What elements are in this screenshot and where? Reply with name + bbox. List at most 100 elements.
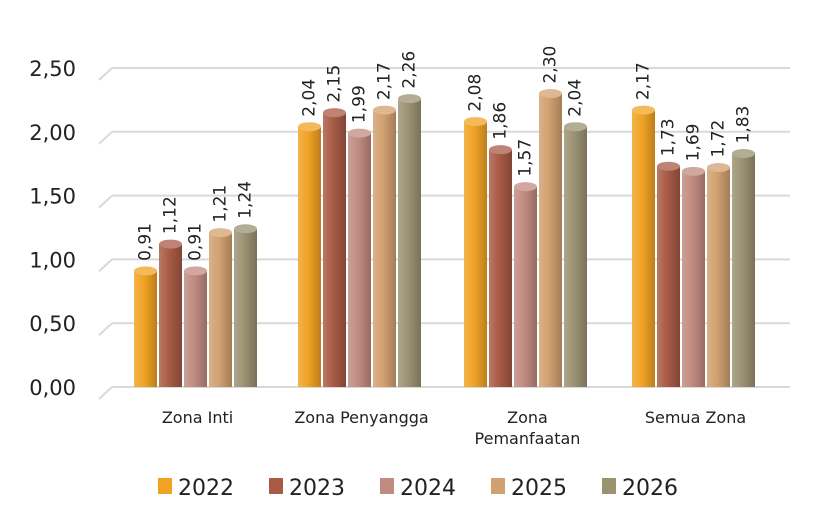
bar-body: [489, 149, 512, 387]
bar-top: [489, 145, 512, 155]
bar-2024: [348, 128, 371, 387]
bar-2026: [234, 224, 257, 387]
bar-2026: [564, 122, 587, 388]
bar-top: [134, 266, 157, 276]
bar-body: [682, 171, 705, 387]
gridline-depth: [98, 258, 113, 273]
bar-body: [159, 244, 182, 387]
bar-top: [632, 105, 655, 115]
bar-top: [732, 148, 755, 158]
bar-2022: [134, 266, 157, 387]
y-axis: 0,00 0,50 1,00 1,50 2,00 2,50: [29, 57, 76, 400]
legend-item-2025: 2025: [491, 476, 567, 501]
bar-body: [373, 110, 396, 387]
category-label: Zona: [507, 408, 548, 427]
legend-swatch: [602, 478, 616, 494]
x-axis: Zona Inti Zona Penyangga Zona Pemanfaatan Se…: [162, 408, 746, 448]
data-label: 2,26: [400, 51, 420, 89]
data-label: 2,04: [300, 79, 320, 117]
bar-2023: [159, 239, 182, 387]
legend-item-2024: 2024: [380, 476, 456, 501]
gridline-depth: [98, 322, 113, 336]
bar-top: [348, 128, 371, 138]
data-label: 1,99: [350, 85, 370, 123]
data-label: 1,57: [516, 139, 536, 177]
legend-item-2023: 2023: [269, 476, 345, 501]
bar-2022: [464, 117, 487, 387]
data-label: 1,86: [491, 102, 511, 140]
y-tick-label: 1,00: [29, 248, 76, 272]
bar-body: [234, 228, 257, 387]
bar-2024: [514, 182, 537, 387]
data-label: 0,91: [136, 223, 156, 261]
legend-item-2026: 2026: [602, 476, 678, 501]
data-label: 2,04: [566, 79, 586, 117]
y-tick-label: 1,50: [29, 185, 76, 209]
data-label: 1,69: [684, 123, 704, 161]
bar-2026: [732, 148, 755, 387]
legend-label: 2025: [511, 476, 567, 501]
legend-label: 2026: [622, 476, 678, 501]
legend-swatch: [491, 478, 505, 494]
y-tick-label: 0,50: [29, 312, 76, 336]
bar-top: [682, 166, 705, 176]
gridline-depth: [98, 194, 113, 209]
gridline-depth: [98, 131, 113, 145]
bar-2023: [489, 145, 512, 387]
category-label: Zona Inti: [162, 408, 233, 427]
bar-body: [348, 133, 371, 387]
bar-2024: [184, 266, 207, 387]
y-tick-label: 2,00: [29, 121, 76, 145]
bar-body: [184, 270, 207, 387]
bar-top: [657, 161, 680, 171]
legend-swatch: [380, 478, 394, 494]
legend-item-2022: 2022: [158, 476, 234, 501]
legend-swatch: [158, 478, 172, 494]
data-label: 2,17: [375, 62, 395, 100]
bar-body: [707, 167, 730, 387]
data-label: 1,83: [734, 106, 754, 144]
bar-body: [732, 153, 755, 387]
bar-top: [373, 105, 396, 115]
bar-body: [632, 110, 655, 387]
bar-top: [707, 163, 730, 173]
bar-top: [298, 122, 321, 132]
bar-body: [539, 93, 562, 388]
bar-top: [464, 117, 487, 127]
bar-2025: [209, 228, 232, 387]
data-label: 2,08: [466, 74, 486, 112]
gridline-depth: [98, 386, 113, 400]
legend-label: 2024: [400, 476, 456, 501]
bar-2023: [323, 108, 346, 387]
bar-top: [234, 224, 257, 234]
data-labels: 0,911,120,911,21 1,242,04 2,151,992,17 2,26…: [136, 46, 754, 261]
bar-body: [298, 126, 321, 388]
bar-top: [539, 89, 562, 99]
bar-body: [657, 166, 680, 387]
bar-2026: [398, 94, 421, 388]
bar-top: [398, 94, 421, 104]
bar-2024: [682, 166, 705, 387]
bar-body: [323, 112, 346, 387]
bar-body: [564, 126, 587, 388]
category-label: Pemanfaatan: [475, 429, 581, 448]
data-label: 0,91: [186, 223, 206, 261]
data-label: 2,15: [325, 65, 345, 103]
bar-top: [209, 228, 232, 238]
y-tick-label: 2,50: [29, 57, 76, 81]
bar-body: [514, 186, 537, 387]
data-label: 2,30: [541, 46, 561, 84]
bar-2022: [632, 105, 655, 387]
bar-2025: [539, 89, 562, 388]
bar-top: [159, 239, 182, 249]
bar-2025: [373, 105, 396, 387]
legend-swatch: [269, 478, 283, 494]
bar-body: [209, 232, 232, 387]
data-label: 1,73: [659, 118, 679, 156]
bar-top: [323, 108, 346, 118]
data-label: 1,72: [709, 120, 729, 158]
bar-2022: [298, 122, 321, 388]
bar-body: [464, 121, 487, 387]
bar-top: [184, 266, 207, 276]
